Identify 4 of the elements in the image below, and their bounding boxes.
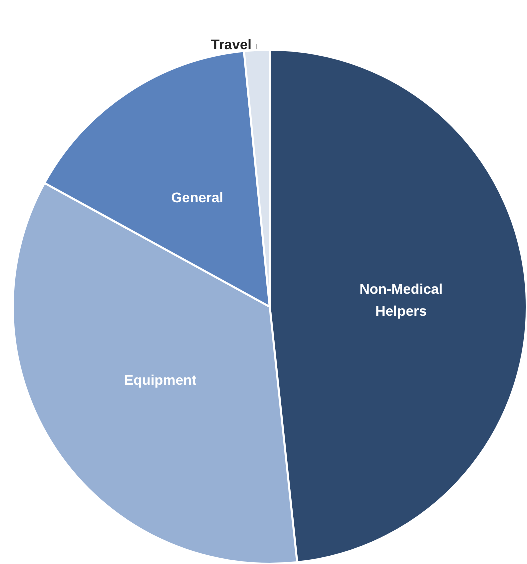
- slice-label: Travel: [211, 36, 252, 52]
- slice-label: Non-Medical Helpers: [360, 280, 443, 319]
- slice-label: Equipment: [124, 372, 198, 388]
- slice-label: General: [171, 189, 224, 206]
